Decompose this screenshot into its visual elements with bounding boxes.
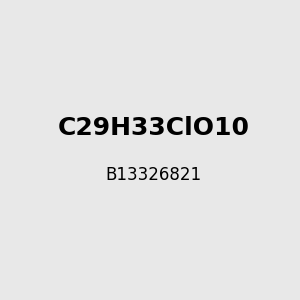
Text: C29H33ClO10: C29H33ClO10 bbox=[58, 116, 250, 140]
Text: B13326821: B13326821 bbox=[106, 166, 202, 184]
